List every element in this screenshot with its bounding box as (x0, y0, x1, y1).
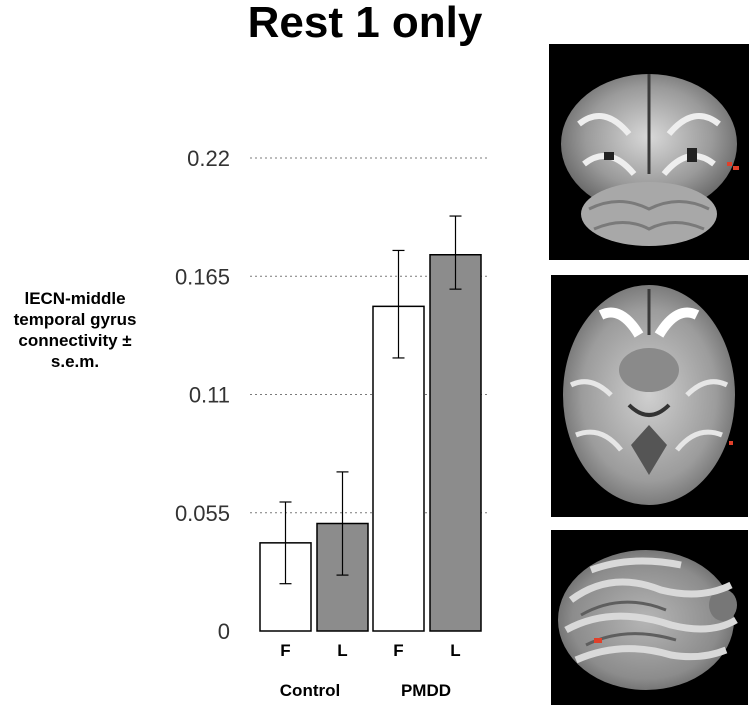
y-tick-label: 0.11 (189, 383, 230, 408)
brain-coronal-slice-image (549, 44, 749, 260)
y-axis-label-line: s.e.m. (50, 352, 100, 371)
x-tick-label: L (337, 641, 347, 660)
brain-axial-slice-image (551, 275, 748, 517)
chart-title: Rest 1 only (247, 0, 483, 47)
x-tick-label: F (280, 641, 290, 660)
bar-chart: 0 0.055 0.11 0.165 0.22 F L F L Control PMDD (175, 146, 488, 700)
group-label: PMDD (401, 681, 451, 700)
group-label: Control (280, 681, 340, 700)
y-tick-label: 0.055 (175, 501, 230, 526)
bar (429, 254, 482, 632)
y-axis-label-line: connectivity ± (18, 331, 132, 350)
y-tick-label: 0.22 (187, 146, 230, 171)
brain-sagittal-slice-image (551, 530, 748, 705)
y-tick-label: 0 (218, 619, 230, 644)
y-axis-label: lECN-middle temporal gyrus connectivity … (0, 288, 150, 372)
bar (372, 305, 425, 632)
y-tick-label: 0.165 (175, 264, 230, 289)
y-axis-label-line: temporal gyrus (13, 310, 137, 329)
y-axis-label-line: lECN-middle (24, 289, 126, 308)
x-tick-label: F (393, 641, 403, 660)
x-tick-label: L (450, 641, 460, 660)
